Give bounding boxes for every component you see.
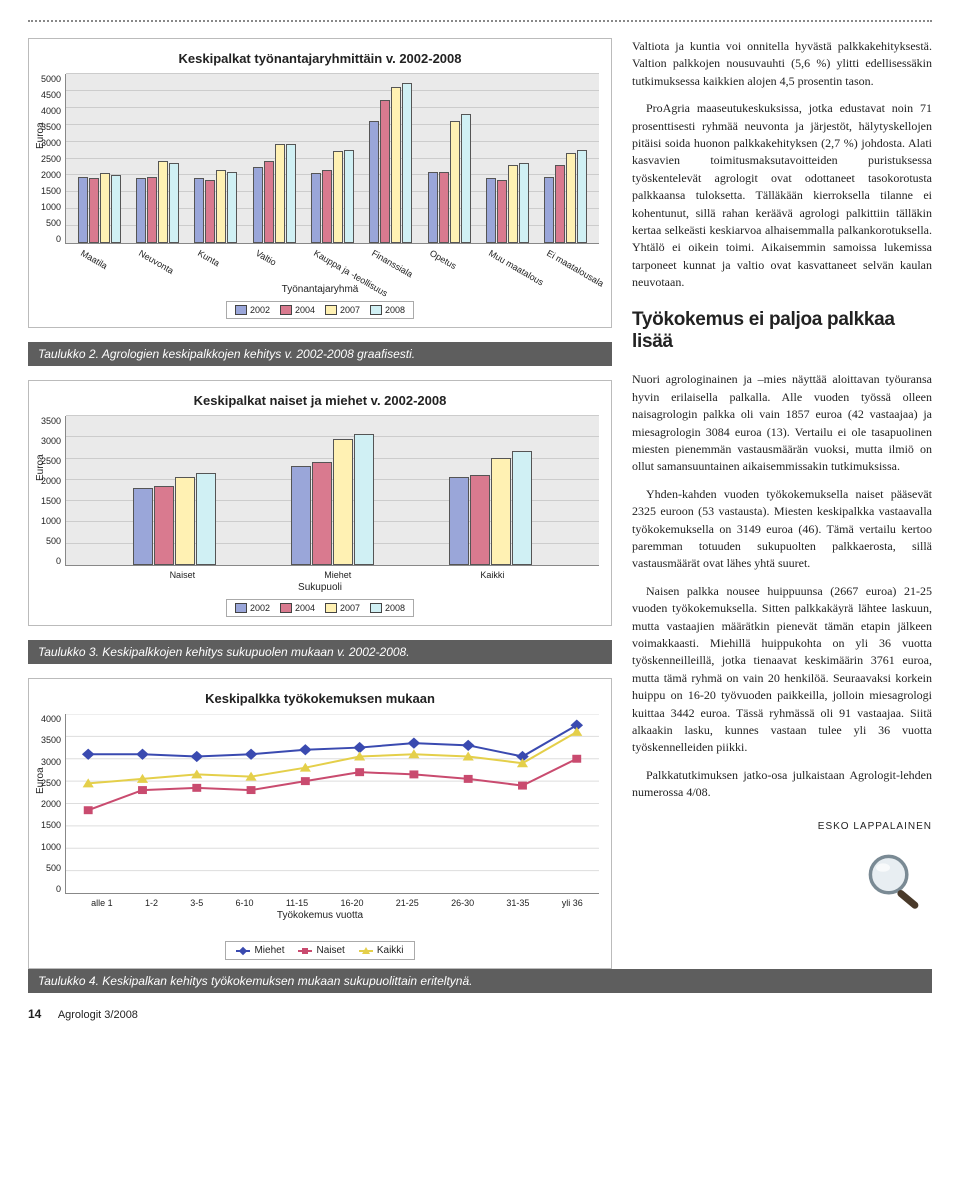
caption3: Taulukko 4. Keskipalkan kehitys työkokem… (28, 969, 932, 993)
chart3-ylabel: Euroa (35, 767, 46, 794)
paragraph-5: Naisen palkka nousee huippuunsa (2667 eu… (632, 583, 932, 757)
left-column: Keskipalkat työnantajaryhmittäin v. 2002… (28, 38, 612, 969)
chart3-yaxis: 40003500300025002000150010005000 (41, 714, 65, 894)
chart1-title: Keskipalkat työnantajaryhmittäin v. 2002… (41, 51, 599, 66)
chart2-plot (65, 416, 599, 566)
chart3-title: Keskipalkka työkokemuksen mukaan (41, 691, 599, 706)
paragraph-1: Valtiota ja kuntia voi onnitella hyvästä… (632, 38, 932, 90)
chart1-legend: 2002200420072008 (226, 301, 414, 319)
chart3-legend: MiehetNaisetKaikki (225, 941, 414, 960)
paragraph-2: ProAgria maaseutukeskuksissa, jotka edus… (632, 100, 932, 291)
chart3-xaxis-label: Työkokemus vuotta (41, 910, 599, 921)
chart1-ylabel: Euroa (35, 122, 46, 149)
page-grid: Keskipalkat työnantajaryhmittäin v. 2002… (28, 38, 932, 969)
page-top-dotline (28, 20, 932, 22)
chart2-xlabels: NaisetMiehetKaikki (75, 570, 599, 580)
section-heading: Työkokemus ei paljoa palkkaa lisää (632, 309, 932, 353)
chart2-title: Keskipalkat naiset ja miehet v. 2002-200… (41, 393, 599, 408)
chart2-yaxis: 3500300025002000150010005000 (41, 416, 65, 566)
page-footer: 14 Agrologit 3/2008 (28, 1007, 932, 1021)
chart2-ylabel: Euroa (35, 454, 46, 481)
chart1-container: Keskipalkat työnantajaryhmittäin v. 2002… (28, 38, 612, 328)
paragraph-4: Yhden-kahden vuoden työkokemuksella nais… (632, 486, 932, 573)
chart3-xlabels: alle 11-23-56-1011-1516-2021-2526-3031-3… (75, 898, 599, 908)
chart1-xlabels: MaatilaNeuvontaKuntaValtioKauppa ja -teo… (75, 248, 599, 282)
right-column: Valtiota ja kuntia voi onnitella hyvästä… (632, 38, 932, 969)
chart1-yaxis: 5000450040003500300025002000150010005000 (41, 74, 65, 244)
page-number: 14 (28, 1007, 41, 1021)
chart3-plot (65, 714, 599, 894)
chart2-legend: 2002200420072008 (226, 599, 414, 617)
caption2: Taulukko 3. Keskipalkkojen kehitys sukup… (28, 640, 612, 664)
chart1-plot (65, 74, 599, 244)
paragraph-6: Palkkatutkimuksen jatko-osa julkaistaan … (632, 767, 932, 802)
chart3-container: Keskipalkka työkokemuksen mukaan Euroa 4… (28, 678, 612, 969)
author-name: ESKO LAPPALAINEN (632, 821, 932, 832)
chart2-container: Keskipalkat naiset ja miehet v. 2002-200… (28, 380, 612, 626)
caption1: Taulukko 2. Agrologien keskipalkkojen ke… (28, 342, 612, 366)
chart2-xaxis-label: Sukupuoli (41, 582, 599, 593)
magnifier-icon (632, 848, 932, 922)
paragraph-3: Nuori agrologinainen ja –mies näyttää al… (632, 371, 932, 475)
magazine-issue: Agrologit 3/2008 (58, 1009, 138, 1021)
